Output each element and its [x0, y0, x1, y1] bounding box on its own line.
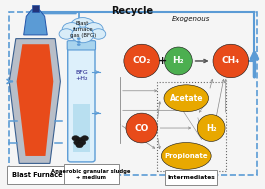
FancyBboxPatch shape — [68, 46, 95, 162]
Circle shape — [78, 140, 86, 145]
Text: BFG
+H₂: BFG +H₂ — [75, 70, 88, 81]
Ellipse shape — [124, 44, 160, 78]
Circle shape — [59, 29, 74, 39]
FancyBboxPatch shape — [67, 41, 95, 50]
Text: Propionate: Propionate — [165, 153, 208, 159]
Text: H₂: H₂ — [206, 124, 217, 132]
Ellipse shape — [164, 85, 209, 112]
Ellipse shape — [197, 115, 225, 141]
Circle shape — [74, 140, 81, 145]
Circle shape — [84, 23, 103, 36]
Circle shape — [77, 43, 81, 46]
Circle shape — [77, 37, 81, 40]
FancyBboxPatch shape — [165, 170, 217, 185]
FancyBboxPatch shape — [7, 166, 68, 184]
Polygon shape — [24, 10, 47, 35]
Text: Blast
furnace
gas (BFG): Blast furnace gas (BFG) — [69, 21, 96, 38]
Text: Recycle: Recycle — [112, 6, 153, 16]
Text: CO: CO — [135, 124, 149, 132]
Text: CH₄: CH₄ — [222, 57, 240, 65]
Circle shape — [76, 143, 83, 148]
Text: CO₂: CO₂ — [132, 57, 151, 65]
Circle shape — [72, 136, 79, 141]
Circle shape — [70, 18, 95, 36]
Ellipse shape — [161, 143, 211, 169]
Text: Anaerobic granular sludge
+ medium: Anaerobic granular sludge + medium — [51, 169, 131, 180]
Polygon shape — [17, 44, 53, 156]
Text: Blast Furnace: Blast Furnace — [12, 172, 63, 178]
Text: +: + — [158, 56, 167, 66]
Text: Exogenous: Exogenous — [172, 16, 211, 22]
FancyBboxPatch shape — [32, 5, 39, 12]
Circle shape — [77, 40, 81, 43]
Ellipse shape — [213, 44, 249, 78]
Text: H₂: H₂ — [173, 57, 184, 65]
Circle shape — [72, 27, 94, 43]
Ellipse shape — [126, 113, 157, 143]
Circle shape — [91, 29, 106, 39]
Circle shape — [62, 23, 81, 36]
Polygon shape — [9, 39, 60, 163]
Circle shape — [76, 138, 84, 143]
Text: Acetate: Acetate — [170, 94, 203, 103]
Text: Intermediates: Intermediates — [168, 175, 215, 180]
FancyBboxPatch shape — [64, 164, 119, 184]
Circle shape — [81, 136, 89, 141]
Ellipse shape — [165, 47, 192, 75]
FancyBboxPatch shape — [73, 104, 90, 152]
